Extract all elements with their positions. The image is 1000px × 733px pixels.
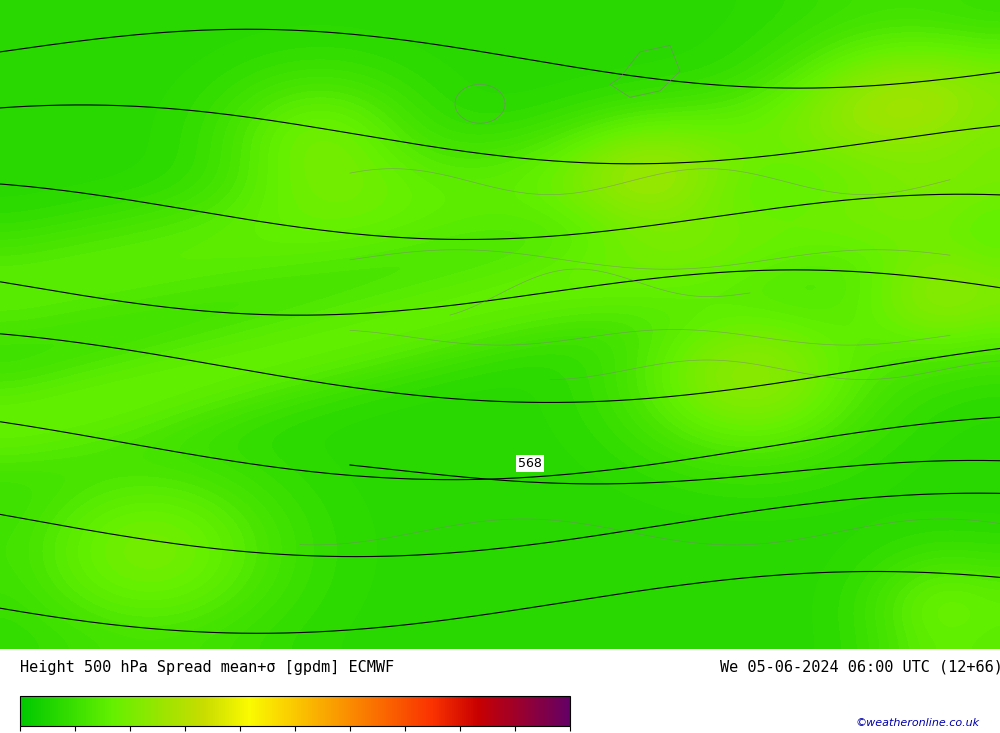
Text: 568: 568 xyxy=(518,457,542,471)
Text: We 05-06-2024 06:00 UTC (12+66): We 05-06-2024 06:00 UTC (12+66) xyxy=(720,660,1000,674)
Text: ©weatheronline.co.uk: ©weatheronline.co.uk xyxy=(856,718,980,729)
Text: Height 500 hPa Spread mean+σ [gpdm] ECMWF: Height 500 hPa Spread mean+σ [gpdm] ECMW… xyxy=(20,660,394,674)
